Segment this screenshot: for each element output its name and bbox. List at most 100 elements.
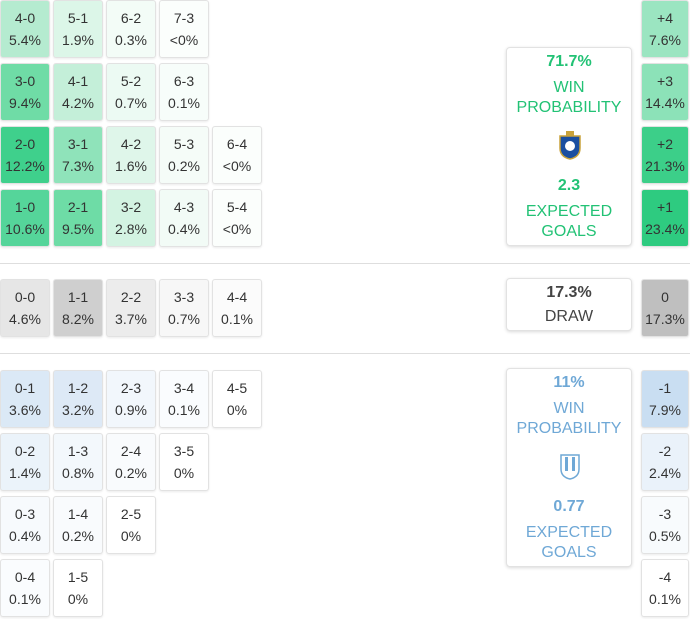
- score-cell: 0-1 3.6%: [0, 370, 50, 428]
- score-cell: 4-4 0.1%: [212, 279, 262, 337]
- score: -2: [658, 443, 672, 459]
- score-cell: 7-3 <0%: [159, 0, 209, 58]
- probability: 0%: [226, 402, 248, 418]
- score-cell: -4 0.1%: [641, 559, 689, 617]
- probability: 0.4%: [168, 221, 200, 237]
- probability: 0%: [120, 528, 142, 544]
- score-cell: 4-2 1.6%: [106, 126, 156, 184]
- probability: 5.4%: [9, 32, 41, 48]
- score: 2-3: [120, 380, 142, 396]
- score: 0-1: [14, 380, 36, 396]
- score-cell: 5-2 0.7%: [106, 63, 156, 121]
- score-cell: 2-2 3.7%: [106, 279, 156, 337]
- probability: 10.6%: [5, 221, 45, 237]
- probability: 9.4%: [9, 95, 41, 111]
- score: -4: [658, 569, 672, 585]
- score: 0-4: [14, 569, 36, 585]
- probability: 0.1%: [9, 591, 41, 607]
- score: 1-3: [67, 443, 89, 459]
- score: 3-4: [173, 380, 195, 396]
- score: 1-5: [67, 569, 89, 585]
- probability: 0%: [67, 591, 89, 607]
- xg-label: EXPECTED GOALS: [525, 524, 613, 561]
- probability: 8.2%: [62, 311, 94, 327]
- score: +3: [657, 73, 673, 89]
- score-cell: 3-0 9.4%: [0, 63, 50, 121]
- probability: 0.3%: [115, 32, 147, 48]
- score: +2: [657, 136, 673, 152]
- draw-pct: 17.3%: [546, 284, 592, 301]
- score: 5-3: [173, 136, 195, 152]
- probability: 0.7%: [115, 95, 147, 111]
- probability: 0.1%: [168, 95, 200, 111]
- score: 0-0: [14, 289, 36, 305]
- score-cell: 4-3 0.4%: [159, 189, 209, 247]
- score-cell: 2-3 0.9%: [106, 370, 156, 428]
- score: 4-1: [67, 73, 89, 89]
- probability: 7.6%: [649, 32, 681, 48]
- score-cell: 2-5 0%: [106, 496, 156, 554]
- score-cell: 0-3 0.4%: [0, 496, 50, 554]
- score: 3-3: [173, 289, 195, 305]
- probability: 7.3%: [62, 158, 94, 174]
- probability: 0.1%: [649, 591, 681, 607]
- home-summary: 71.7% WIN PROBABILITY 2.3 EXPECTED GOALS: [506, 47, 632, 246]
- probability: 14.4%: [645, 95, 685, 111]
- score: 6-3: [173, 73, 195, 89]
- score-cell: 3-2 2.8%: [106, 189, 156, 247]
- probability: 0.2%: [62, 528, 94, 544]
- score: 1-4: [67, 506, 89, 522]
- score-cell: 6-4 <0%: [212, 126, 262, 184]
- score: -1: [658, 380, 672, 396]
- score: 1-0: [14, 199, 36, 215]
- score-cell: 6-3 0.1%: [159, 63, 209, 121]
- probability: 0%: [173, 465, 195, 481]
- score: 2-5: [120, 506, 142, 522]
- xg-value: 2.3: [557, 177, 581, 194]
- score-cell: +3 14.4%: [641, 63, 689, 121]
- score-cell: 5-4 <0%: [212, 189, 262, 247]
- probability: 0.1%: [221, 311, 253, 327]
- score-cell: 0-2 1.4%: [0, 433, 50, 491]
- score-cell: -1 7.9%: [641, 370, 689, 428]
- probability: 3.7%: [115, 311, 147, 327]
- probability: 0.4%: [9, 528, 41, 544]
- away-summary: 11% WIN PROBABILITY 0.77 EXPECTED GOALS: [506, 368, 632, 567]
- score: 5-1: [67, 10, 89, 26]
- score-cell: 3-5 0%: [159, 433, 209, 491]
- score-cell: 5-1 1.9%: [53, 0, 103, 58]
- xg-label: EXPECTED GOALS: [525, 203, 613, 240]
- probability: 1.4%: [9, 465, 41, 481]
- probability: 7.9%: [649, 402, 681, 418]
- probability: 4.2%: [62, 95, 94, 111]
- score-cell: 3-4 0.1%: [159, 370, 209, 428]
- score: 1-1: [67, 289, 89, 305]
- score-cell: +1 23.4%: [641, 189, 689, 247]
- score-cell: 0-0 4.6%: [0, 279, 50, 337]
- score-cell: 1-2 3.2%: [53, 370, 103, 428]
- probability: 12.2%: [5, 158, 45, 174]
- score-cell: +2 21.3%: [641, 126, 689, 184]
- score: 3-1: [67, 136, 89, 152]
- win-label: WIN PROBABILITY: [516, 79, 622, 116]
- score-cell: 2-0 12.2%: [0, 126, 50, 184]
- score-cell: 1-1 8.2%: [53, 279, 103, 337]
- probability: 0.2%: [168, 158, 200, 174]
- probability: 23.4%: [645, 221, 685, 237]
- score: 2-1: [67, 199, 89, 215]
- probability: <0%: [222, 221, 252, 237]
- score-cell: 4-1 4.2%: [53, 63, 103, 121]
- score: 3-0: [14, 73, 36, 89]
- score: 0-2: [14, 443, 36, 459]
- win-label: WIN PROBABILITY: [516, 400, 622, 437]
- score: 4-3: [173, 199, 195, 215]
- score: 6-2: [120, 10, 142, 26]
- probability: 1.9%: [62, 32, 94, 48]
- probability: <0%: [222, 158, 252, 174]
- probability: 4.6%: [9, 311, 41, 327]
- score: 4-4: [226, 289, 248, 305]
- score: +4: [657, 10, 673, 26]
- score: 2-2: [120, 289, 142, 305]
- win-pct: 11%: [553, 374, 585, 391]
